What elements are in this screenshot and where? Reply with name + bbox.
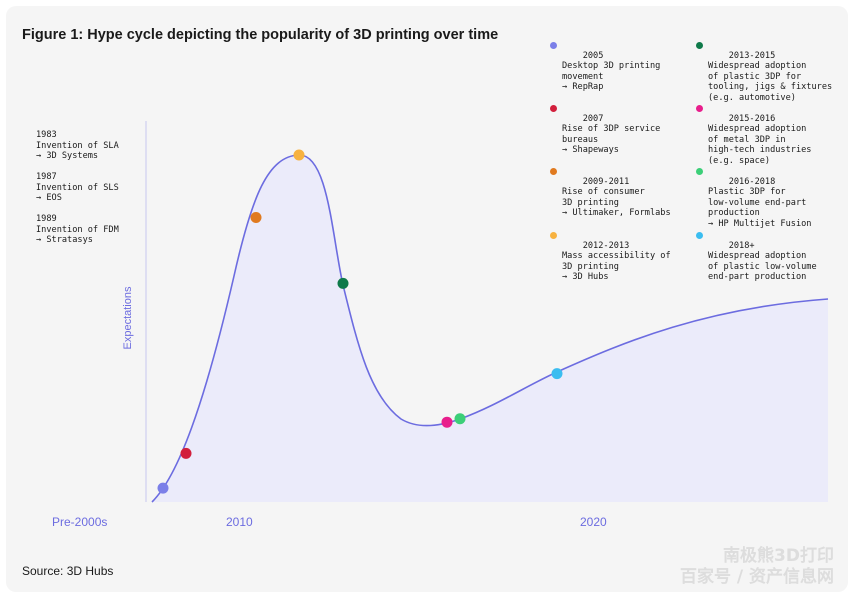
legend-year: 2018+ bbox=[728, 240, 755, 251]
legend-text: Mass accessibility of 3D printing → 3D H… bbox=[562, 251, 671, 283]
figure-card: Figure 1: Hype cycle depicting the popul… bbox=[6, 6, 848, 592]
history-1983: 1983 Invention of SLA → 3D Systems bbox=[36, 130, 119, 162]
legend-year: 2005 bbox=[582, 50, 604, 61]
legend-text: Widespread adoption of metal 3DP in high… bbox=[708, 124, 812, 166]
legend-text: Rise of 3DP service bureaus → Shapeways bbox=[562, 124, 661, 156]
history-1989: 1989 Invention of FDM → Stratasys bbox=[36, 214, 119, 246]
milestone-dot-2007 bbox=[180, 447, 192, 459]
legend-text: Plastic 3DP for low-volume end-part prod… bbox=[708, 187, 812, 229]
legend-dot bbox=[696, 105, 703, 112]
legend-dot bbox=[696, 168, 703, 175]
legend-item-2007: 2007 Rise of 3DP service bureaus → Shape… bbox=[550, 103, 661, 156]
legend-dot bbox=[550, 232, 557, 239]
legend-text: Rise of consumer 3D printing → Ultimaker… bbox=[562, 187, 671, 219]
legend-item-2015-2016: 2015-2016 Widespread adoption of metal 3… bbox=[696, 103, 812, 167]
source-note: Source: 3D Hubs bbox=[22, 564, 114, 578]
history-text: Invention of FDM bbox=[36, 224, 119, 235]
legend-text: Widespread adoption of plastic low-volum… bbox=[708, 251, 817, 283]
legend-dot bbox=[550, 168, 557, 175]
x-tick-label-pre-2000s: Pre-2000s bbox=[52, 515, 108, 529]
milestone-dot-2013-2015 bbox=[337, 277, 349, 289]
milestone-dot-2012-2013 bbox=[293, 149, 305, 161]
legend-dot bbox=[696, 232, 703, 239]
figure-title: Figure 1: Hype cycle depicting the popul… bbox=[22, 27, 499, 43]
expectation-area bbox=[152, 154, 828, 502]
x-tick-label-2010: 2010 bbox=[226, 515, 253, 529]
legend-text: Desktop 3D printing movement → RepRap bbox=[562, 61, 661, 93]
milestone-dot-2009-2011 bbox=[250, 211, 262, 223]
legend-item-2016-2018: 2016-2018 Plastic 3DP for low-volume end… bbox=[696, 166, 812, 230]
history-text: Invention of SLA bbox=[36, 140, 119, 151]
milestone-dot-2016-2018 bbox=[454, 413, 466, 425]
history-1987: 1987 Invention of SLS → EOS bbox=[36, 172, 119, 204]
history-year: 1989 bbox=[36, 214, 57, 224]
history-year: 1987 bbox=[36, 172, 57, 182]
watermark-line-2: 百家号 / 资产信息网 bbox=[679, 567, 834, 587]
legend-item-2005: 2005 Desktop 3D printing movement → RepR… bbox=[550, 40, 661, 93]
history-detail: → EOS bbox=[36, 193, 62, 204]
legend-item-2013-2015: 2013-2015 Widespread adoption of plastic… bbox=[696, 40, 833, 104]
legend-year: 2012-2013 bbox=[582, 240, 630, 251]
legend-year: 2009-2011 bbox=[582, 176, 630, 187]
legend-year: 2013-2015 bbox=[728, 50, 776, 61]
milestone-dot-2015-2016 bbox=[441, 416, 453, 428]
legend-year: 2015-2016 bbox=[728, 113, 776, 124]
milestone-dot-2005 bbox=[157, 482, 169, 494]
history-text: Invention of SLS bbox=[36, 182, 119, 193]
legend-text: Widespread adoption of plastic 3DP for t… bbox=[708, 61, 833, 103]
legend-item-2018plus: 2018+ Widespread adoption of plastic low… bbox=[696, 230, 817, 283]
milestone-dots bbox=[157, 149, 563, 494]
history-detail: → Stratasys bbox=[36, 235, 93, 246]
legend-year: 2007 bbox=[582, 113, 604, 124]
history-detail: → 3D Systems bbox=[36, 151, 99, 162]
x-tick-label-2020: 2020 bbox=[580, 515, 607, 529]
legend-item-2012-2013: 2012-2013 Mass accessibility of 3D print… bbox=[550, 230, 671, 283]
milestone-dot-2018plus bbox=[551, 368, 563, 380]
legend-item-2009-2011: 2009-2011 Rise of consumer 3D printing →… bbox=[550, 166, 671, 219]
legend-year: 2016-2018 bbox=[728, 176, 776, 187]
history-year: 1983 bbox=[36, 130, 57, 140]
hype-cycle-chart bbox=[145, 121, 829, 503]
y-axis-label: Expectations bbox=[122, 286, 134, 350]
legend-dot bbox=[550, 42, 557, 49]
watermark: 南极熊3D打印 百家号 / 资产信息网 bbox=[680, 546, 834, 588]
watermark-line-1: 南极熊3D打印 bbox=[723, 546, 834, 566]
legend-dot bbox=[696, 42, 703, 49]
legend-dot bbox=[550, 105, 557, 112]
